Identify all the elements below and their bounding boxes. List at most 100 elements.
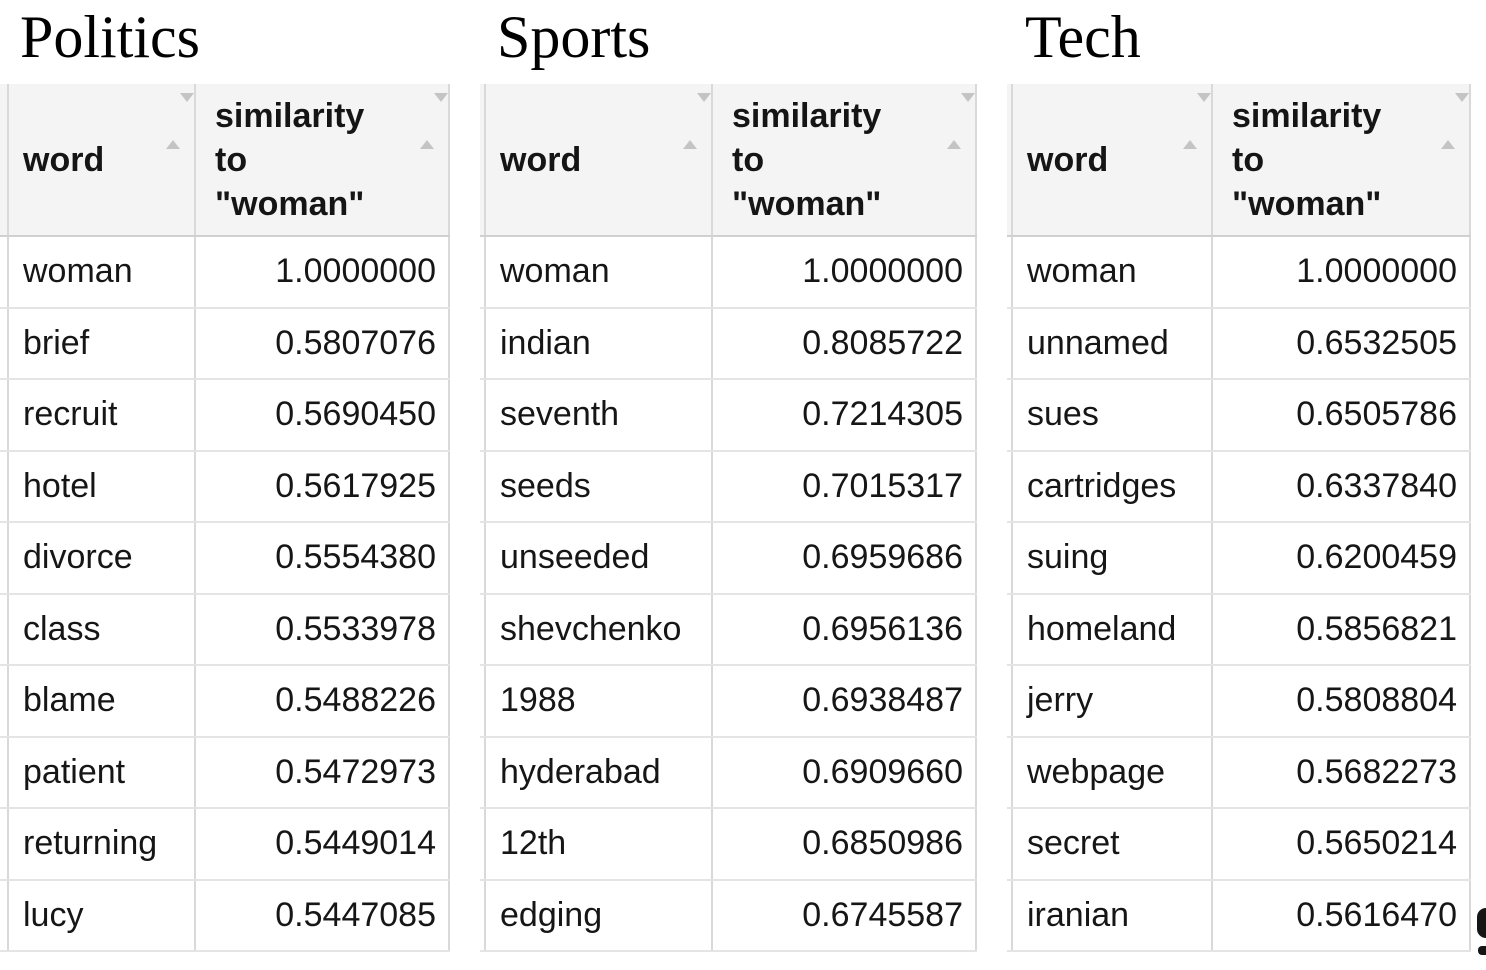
similarity-cell: 0.5449014 (195, 808, 450, 881)
sort-down-icon (1455, 93, 1469, 140)
rowname-cell-clipped (480, 665, 486, 738)
table-row: blame 0.5488226 (0, 665, 450, 738)
table-section-tech: word similarity to "woman" woman 1.0000000 u… (1007, 84, 1471, 952)
rowname-cell-clipped (480, 736, 486, 809)
rowname-cell-clipped (1007, 665, 1013, 738)
word-cell: blame (8, 665, 196, 738)
table-section-sports: word similarity to "woman" woman 1.0000000 i… (480, 84, 977, 952)
table-row: unnamed 0.6532505 (1007, 307, 1471, 380)
sort-arrows-icon (166, 93, 194, 149)
table-row: secret 0.5650214 (1007, 808, 1471, 881)
similarity-cell: 1.0000000 (195, 236, 450, 309)
sort-up-icon (1441, 102, 1455, 149)
clipped-text-fragment (1478, 946, 1486, 955)
table-row: webpage 0.5682273 (1007, 736, 1471, 809)
similarity-cell: 0.6938487 (712, 665, 977, 738)
rowname-cell-clipped (0, 808, 9, 881)
table-section-politics: word similarity to "woman" woman 1.0000000 b… (0, 84, 450, 952)
similarity-column-header[interactable]: similarity to "woman" (712, 84, 977, 237)
sort-up-icon (947, 102, 961, 149)
word-cell: secret (1012, 808, 1213, 881)
word-cell: hyderabad (485, 736, 713, 809)
rowname-cell-clipped (480, 879, 486, 952)
word-column-label: word (23, 140, 105, 179)
word-cell: shevchenko (485, 593, 713, 666)
rowname-column-header-clipped (1007, 84, 1013, 237)
similarity-cell: 0.6850986 (712, 808, 977, 881)
rowname-cell-clipped (1007, 379, 1013, 452)
word-column-header[interactable]: word (485, 84, 713, 237)
similarity-table-politics: word similarity to "woman" woman 1.0000000 b… (0, 84, 450, 952)
word-column-label: word (500, 140, 582, 179)
similarity-cell: 0.5447085 (195, 879, 450, 952)
sort-arrows-icon (1183, 93, 1211, 149)
similarity-cell: 0.7214305 (712, 379, 977, 452)
similarity-cell: 0.6745587 (712, 879, 977, 952)
table-row: seeds 0.7015317 (480, 450, 977, 523)
similarity-column-label: similarity to "woman" (215, 96, 365, 223)
word-cell: seventh (485, 379, 713, 452)
similarity-column-header[interactable]: similarity to "woman" (1212, 84, 1471, 237)
sort-down-icon (1197, 93, 1211, 140)
table-row: woman 1.0000000 (480, 236, 977, 309)
rowname-cell-clipped (1007, 450, 1013, 523)
rowname-cell-clipped (1007, 808, 1013, 881)
table-row: shevchenko 0.6956136 (480, 593, 977, 666)
header-row: word similarity to "woman" (0, 84, 450, 237)
word-cell: unnamed (1012, 307, 1213, 380)
rowname-cell-clipped (0, 736, 9, 809)
section-title-tech: Tech (1025, 4, 1141, 70)
word-cell: brief (8, 307, 196, 380)
clipped-text-fragment (1477, 908, 1486, 938)
rowname-cell-clipped (1007, 593, 1013, 666)
table-row: woman 1.0000000 (0, 236, 450, 309)
table-row: 1988 0.6938487 (480, 665, 977, 738)
rowname-cell-clipped (480, 593, 486, 666)
similarity-cell: 0.6909660 (712, 736, 977, 809)
similarity-cell: 0.5650214 (1212, 808, 1471, 881)
sort-down-icon (434, 93, 448, 140)
word-cell: 12th (485, 808, 713, 881)
table-row: sues 0.6505786 (1007, 379, 1471, 452)
similarity-cell: 0.5616470 (1212, 879, 1471, 952)
sort-down-icon (961, 93, 975, 140)
table-row: divorce 0.5554380 (0, 522, 450, 595)
word-cell: 1988 (485, 665, 713, 738)
rowname-cell-clipped (0, 379, 9, 452)
rowname-cell-clipped (1007, 879, 1013, 952)
rowname-cell-clipped (0, 450, 9, 523)
similarity-cell: 0.5808804 (1212, 665, 1471, 738)
section-title-politics: Politics (20, 4, 201, 70)
rowname-cell-clipped (1007, 307, 1013, 380)
section-title-sports: Sports (497, 4, 651, 70)
table-row: returning 0.5449014 (0, 808, 450, 881)
rowname-cell-clipped (480, 522, 486, 595)
rowname-column-header-clipped (0, 84, 9, 237)
rowname-cell-clipped (0, 307, 9, 380)
word-cell: woman (1012, 236, 1213, 309)
sort-arrows-icon (420, 93, 448, 149)
similarity-cell: 0.5617925 (195, 450, 450, 523)
header-row: word similarity to "woman" (1007, 84, 1471, 237)
similarity-cell: 0.6959686 (712, 522, 977, 595)
rowname-cell-clipped (0, 593, 9, 666)
similarity-table-tech: word similarity to "woman" woman 1.0000000 u… (1007, 84, 1471, 952)
table-row: brief 0.5807076 (0, 307, 450, 380)
table-row: jerry 0.5808804 (1007, 665, 1471, 738)
similarity-cell: 0.5533978 (195, 593, 450, 666)
word-cell: returning (8, 808, 196, 881)
word-column-header[interactable]: word (1012, 84, 1213, 237)
sort-arrows-icon (947, 93, 975, 149)
word-column-header[interactable]: word (8, 84, 196, 237)
similarity-cell: 0.5690450 (195, 379, 450, 452)
word-cell: woman (485, 236, 713, 309)
word-cell: lucy (8, 879, 196, 952)
rowname-cell-clipped (1007, 236, 1013, 309)
rowname-cell-clipped (480, 450, 486, 523)
similarity-column-header[interactable]: similarity to "woman" (195, 84, 450, 237)
similarity-cell: 0.7015317 (712, 450, 977, 523)
sort-arrows-icon (683, 93, 711, 149)
similarity-cell: 0.5682273 (1212, 736, 1471, 809)
word-cell: cartridges (1012, 450, 1213, 523)
similarity-cell: 0.5554380 (195, 522, 450, 595)
